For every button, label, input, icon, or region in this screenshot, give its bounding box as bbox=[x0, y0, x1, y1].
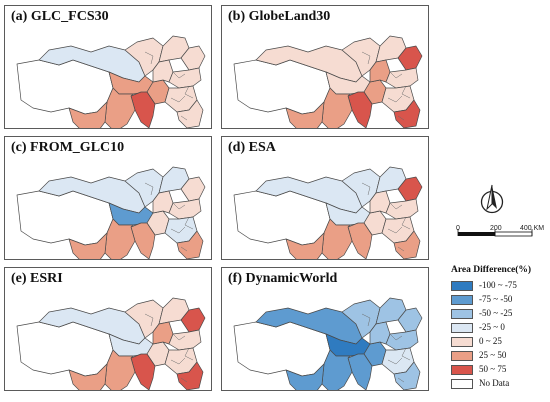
sub-boundary-lines bbox=[144, 182, 194, 252]
legend-swatch bbox=[451, 365, 473, 375]
map-region-12 bbox=[168, 67, 202, 89]
sub-boundary-lines bbox=[361, 51, 411, 121]
legend-item: No Data bbox=[451, 378, 545, 390]
map-regions bbox=[16, 35, 206, 128]
legend-swatch bbox=[451, 351, 473, 361]
map-region-14 bbox=[393, 230, 421, 259]
legend-label: -50 ~ -25 bbox=[479, 308, 513, 318]
panel-title-e: (e) ESRI bbox=[11, 271, 63, 286]
map-region-14 bbox=[393, 99, 421, 128]
legend-item: -50 ~ -25 bbox=[451, 308, 545, 320]
map-region-10 bbox=[68, 101, 108, 128]
panel-title-d: (d) ESA bbox=[228, 140, 276, 155]
legend-label: 50 ~ 75 bbox=[479, 364, 507, 374]
map-region-10 bbox=[68, 232, 108, 259]
legend-item: -100 ~ -75 bbox=[451, 280, 545, 292]
map-b bbox=[233, 35, 423, 128]
legend-label: No Data bbox=[479, 378, 510, 388]
map-region-10 bbox=[285, 363, 325, 390]
north-arrow-icon bbox=[480, 184, 504, 214]
map-region-5 bbox=[130, 353, 156, 390]
map-region-9 bbox=[104, 218, 136, 259]
map-region-5 bbox=[347, 222, 373, 259]
legend-item: 50 ~ 75 bbox=[451, 364, 545, 376]
legend-title: Area Difference(%) bbox=[451, 265, 532, 275]
map-panel-a: (a) GLC_FCS30 bbox=[4, 5, 212, 129]
legend-swatch bbox=[451, 281, 473, 291]
legend: Area Difference(%) -100 ~ -75 -75 ~ -50 … bbox=[444, 262, 548, 402]
map-a bbox=[16, 35, 206, 128]
map-region-14 bbox=[176, 361, 204, 390]
legend-item: 25 ~ 50 bbox=[451, 350, 545, 362]
legend-swatch bbox=[451, 295, 473, 305]
panel-title-b: (b) GlobeLand30 bbox=[228, 9, 331, 24]
map-d bbox=[233, 166, 423, 259]
map-regions bbox=[16, 166, 206, 259]
map-panel-d: (d) ESA bbox=[221, 136, 429, 260]
map-regions bbox=[233, 297, 423, 390]
scale-tick-400: 400 KM bbox=[520, 225, 545, 232]
map-region-5 bbox=[347, 91, 373, 128]
map-regions bbox=[16, 297, 206, 390]
map-region-14 bbox=[176, 230, 204, 259]
sub-boundary-lines bbox=[144, 51, 194, 121]
panel-title-c: (c) FROM_GLC10 bbox=[11, 140, 125, 155]
scale-tick-200: 200 bbox=[490, 225, 502, 232]
panel-title-f: (f) DynamicWorld bbox=[228, 271, 338, 286]
map-region-10 bbox=[285, 232, 325, 259]
map-region-14 bbox=[176, 99, 204, 128]
legend-label: -100 ~ -75 bbox=[479, 280, 517, 290]
map-e bbox=[16, 297, 206, 390]
map-panel-c: (c) FROM_GLC10 bbox=[4, 136, 212, 260]
scale-bar bbox=[457, 229, 533, 237]
map-region-9 bbox=[104, 349, 136, 390]
map-regions bbox=[233, 166, 423, 259]
panel-title-a: (a) GLC_FCS30 bbox=[11, 9, 109, 24]
legend-swatch bbox=[451, 379, 473, 389]
map-region-5 bbox=[130, 91, 156, 128]
scale-tick-0: 0 bbox=[456, 225, 460, 232]
map-region-12 bbox=[385, 329, 419, 351]
map-f bbox=[233, 297, 423, 390]
map-region-9 bbox=[321, 87, 353, 128]
map-panel-f: (f) DynamicWorld bbox=[221, 267, 429, 391]
map-region-14 bbox=[393, 361, 421, 390]
map-c bbox=[16, 166, 206, 259]
map-region-9 bbox=[321, 349, 353, 390]
legend-swatch bbox=[451, 323, 473, 333]
map-panel-b: (b) GlobeLand30 bbox=[221, 5, 429, 129]
map-region-12 bbox=[385, 67, 419, 89]
map-region-12 bbox=[385, 198, 419, 220]
sub-boundary-lines bbox=[144, 313, 194, 383]
map-panel-e: (e) ESRI bbox=[4, 267, 212, 391]
map-region-9 bbox=[104, 87, 136, 128]
map-region-10 bbox=[285, 101, 325, 128]
legend-swatch bbox=[451, 337, 473, 347]
sub-boundary-lines bbox=[361, 313, 411, 383]
sub-boundary-lines bbox=[361, 182, 411, 252]
map-region-12 bbox=[168, 329, 202, 351]
legend-label: 0 ~ 25 bbox=[479, 336, 502, 346]
legend-label: -25 ~ 0 bbox=[479, 322, 505, 332]
map-regions bbox=[233, 35, 423, 128]
legend-swatch bbox=[451, 309, 473, 319]
legend-label: 25 ~ 50 bbox=[479, 350, 507, 360]
map-region-5 bbox=[347, 353, 373, 390]
map-region-5 bbox=[130, 222, 156, 259]
legend-item: -25 ~ 0 bbox=[451, 322, 545, 334]
legend-label: -75 ~ -50 bbox=[479, 294, 513, 304]
legend-item: -75 ~ -50 bbox=[451, 294, 545, 306]
map-region-9 bbox=[321, 218, 353, 259]
map-region-10 bbox=[68, 363, 108, 390]
map-region-12 bbox=[168, 198, 202, 220]
legend-item: 0 ~ 25 bbox=[451, 336, 545, 348]
